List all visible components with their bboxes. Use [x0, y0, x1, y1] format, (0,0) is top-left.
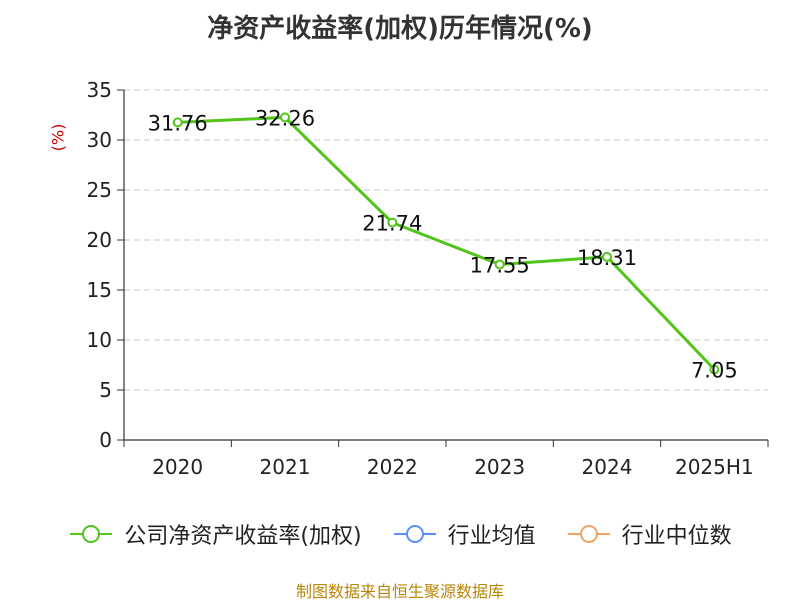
chart-title: 净资产收益率(加权)历年情况(%) [207, 14, 593, 44]
x-tick-label: 2023 [474, 455, 525, 479]
data-point [387, 217, 398, 228]
legend-line-circle-icon [70, 525, 113, 543]
legend-label-company: 公司净资产收益率(加权) [124, 524, 362, 549]
data-point [602, 251, 612, 262]
x-tick-label: 2021 [260, 455, 311, 479]
y-tick-label: 25 [87, 178, 112, 202]
data-point [494, 259, 505, 270]
data-label: 31.76 [148, 111, 208, 135]
x-tick-label: 2022 [367, 455, 418, 479]
legend-label-industry-median: 行业中位数 [621, 524, 732, 549]
legend-line-circle-icon [393, 525, 436, 543]
series-line-company [177, 115, 716, 371]
data-label: 18.31 [577, 246, 637, 270]
y-tick-label: 35 [87, 78, 112, 102]
y-tick-label: 5 [99, 378, 112, 402]
x-tick-label: 2025H1 [675, 455, 754, 479]
legend-line-circle-icon [567, 525, 610, 543]
y-tick-label: 30 [87, 128, 112, 152]
legend-item-company[interactable]: 公司净资产收益率(加权) [68, 518, 362, 550]
data-point [280, 112, 290, 123]
y-tick-label: 10 [87, 328, 112, 352]
legend-label-industry-average: 行业均值 [447, 524, 536, 549]
x-tick-label: 2024 [582, 455, 633, 479]
data-label: 17.55 [470, 254, 530, 278]
y-tick-label: 0 [99, 428, 112, 452]
legend-item-industry-average[interactable]: 行业均值 [392, 518, 536, 550]
source-note: 制图数据来自恒生聚源数据库 [295, 582, 504, 601]
legend: 公司净资产收益率(加权) 行业均值 行业中位数 [0, 518, 800, 550]
y-tick-label: 15 [87, 278, 112, 302]
y-tick-label: 20 [87, 228, 112, 252]
data-label: 7.05 [691, 359, 738, 383]
data-label: 32.26 [255, 106, 315, 130]
data-point [172, 117, 183, 128]
x-tick-label: 2020 [152, 455, 203, 479]
data-point [709, 364, 720, 375]
legend-item-industry-median[interactable]: 行业中位数 [566, 518, 732, 550]
data-label: 21.74 [362, 212, 422, 236]
